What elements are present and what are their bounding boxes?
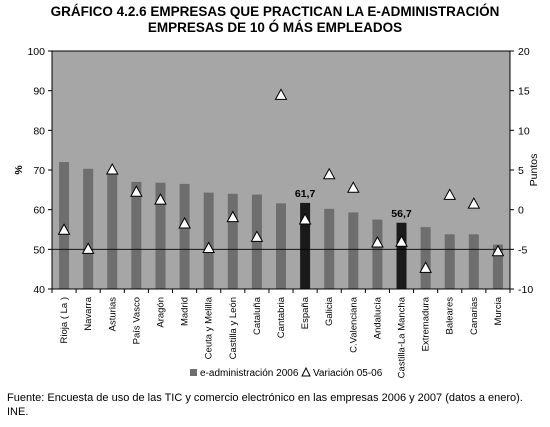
data-label: 61,7: [295, 188, 316, 200]
triangle-marker: [346, 181, 360, 193]
x-tick-label: Aragón: [155, 297, 166, 328]
y-left-tick-label: 80: [33, 125, 45, 137]
x-tick-label: Canarias: [469, 297, 480, 335]
bar: [420, 227, 431, 289]
x-tick-label: Extremadura: [421, 296, 432, 351]
triangle-marker: [491, 244, 505, 257]
bar: [468, 234, 479, 289]
x-tick-label: Galicia: [324, 296, 335, 326]
x-tick-label: Baleares: [445, 297, 456, 335]
x-tick-label: Madrid: [180, 297, 191, 326]
bar: [131, 181, 142, 289]
bar: [155, 182, 166, 289]
x-tick-label: Andalucía: [372, 296, 383, 339]
y-left-tick-label: 40: [33, 284, 45, 296]
bar: [83, 168, 94, 289]
x-tick-label: Cataluña: [252, 296, 263, 335]
x-tick-label: Navarra: [83, 296, 94, 331]
triangle-marker: [467, 197, 481, 209]
x-tick-label: Asturias: [107, 297, 118, 332]
bar: [276, 203, 286, 289]
legend: e-administración 2006 Variación 05-06: [190, 366, 383, 379]
bar: [203, 192, 214, 289]
triangle-marker: [371, 235, 384, 248]
x-tick-label: Murcia: [493, 296, 504, 325]
triangle-marker: [57, 223, 71, 235]
y-right-tick-label: 20: [518, 46, 530, 58]
triangle-marker: [130, 185, 143, 197]
x-tick-label: Rioja ( La ): [59, 297, 70, 343]
x-tick-label: Cantabria: [276, 296, 287, 338]
y-left-axis-label: %: [13, 165, 25, 175]
bar: [444, 234, 455, 289]
chart-title-line1: GRÁFICO 4.2.6 EMPRESAS QUE PRACTICAN LA …: [50, 4, 500, 19]
y-left-tick-label: 50: [33, 244, 45, 256]
triangle-marker: [226, 210, 240, 223]
triangle-marker: [202, 241, 216, 254]
bar: [227, 193, 238, 289]
triangle-marker: [154, 193, 167, 205]
bar: [300, 202, 311, 289]
y-right-tick-label: -10: [518, 284, 533, 296]
bar: [492, 244, 503, 289]
bar: [372, 219, 383, 289]
x-tick-label: Ceuta y Melilla: [204, 296, 215, 359]
triangle-marker: [105, 162, 119, 175]
legend-bar-swatch: [190, 369, 197, 376]
x-tick-label: Castilla-La Mancha: [397, 296, 408, 378]
triangle-marker: [274, 88, 288, 100]
bar: [348, 212, 359, 289]
y-right-tick-label: -5: [518, 244, 527, 256]
chart-title-line2: EMPRESAS DE 10 Ó MÁS EMPLEADOS: [147, 20, 403, 35]
triangle-marker: [250, 230, 264, 242]
x-tick-label: País Vasco: [131, 297, 142, 344]
source-note: Fuente: Encuesta de uso de las TIC y com…: [7, 392, 523, 418]
y-right-axis-label: Puntos: [528, 154, 540, 187]
y-left-tick-label: 60: [33, 205, 45, 217]
y-right-tick-label: 10: [518, 125, 530, 137]
data-label: 56,7: [391, 208, 412, 220]
y-left-tick-label: 100: [27, 46, 45, 58]
x-tick-label: C.Valenciana: [348, 296, 359, 353]
y-right-tick-label: 15: [518, 86, 530, 98]
y-right-tick-label: 5: [518, 165, 524, 177]
triangle-marker: [298, 212, 312, 225]
triangle-marker: [322, 167, 336, 180]
x-tick-label: España: [300, 296, 311, 329]
y-left-tick-label: 90: [33, 86, 45, 98]
triangle-marker: [443, 188, 457, 200]
triangle-marker: [419, 261, 432, 273]
chart-canvas: 40 50 60 70 80 90 100 -10 -5 0 5 10 15 20% Puntos Rioj…: [13, 46, 540, 379]
triangle-marker: [178, 216, 191, 229]
bar: [107, 171, 118, 289]
y-right-tick-label: 0: [518, 205, 524, 217]
triangle-marker: [395, 235, 408, 247]
y-left-tick-label: 70: [33, 165, 45, 177]
bar: [179, 183, 190, 289]
legend-label: Variación 05-06: [313, 368, 383, 379]
legend-label: e-administración 2006: [200, 368, 299, 379]
x-tick-label: Castilla y León: [228, 297, 239, 359]
legend-triangle-swatch: [301, 366, 311, 377]
triangle-marker: [81, 242, 95, 254]
bar: [396, 222, 407, 289]
